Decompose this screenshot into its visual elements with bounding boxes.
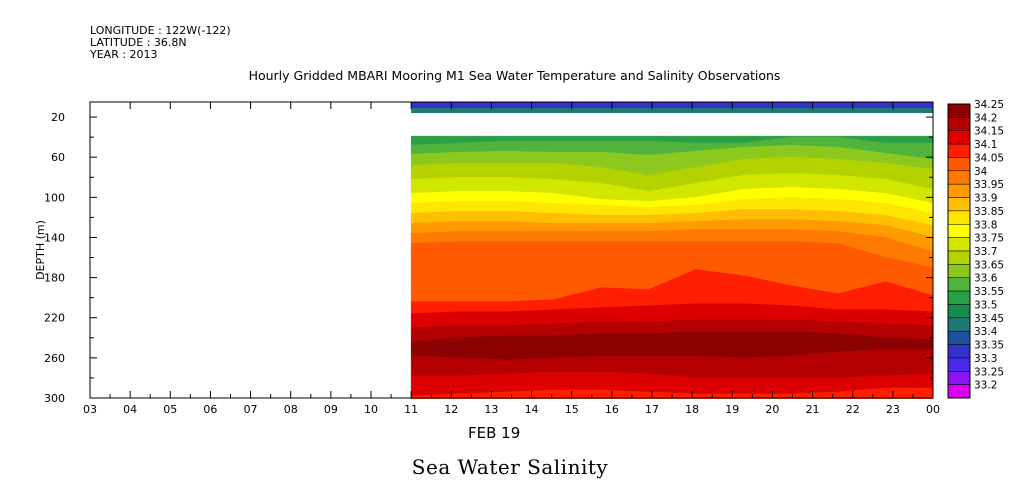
x-tick-label: 11 <box>404 403 418 416</box>
colorbar-label: 33.4 <box>974 326 998 338</box>
colorbar-frame <box>947 103 971 399</box>
x-tick-label: 04 <box>123 403 137 416</box>
colorbar-swatch <box>947 157 971 172</box>
x-tick-label: 03 <box>83 403 97 416</box>
surface-band-1 <box>411 108 934 114</box>
colorbar-label: 33.45 <box>974 313 1004 325</box>
y-axis-label: DEPTH (m) <box>34 220 47 280</box>
colorbar: 34.2534.234.1534.134.053433.9533.933.853… <box>947 99 1004 399</box>
colorbar-swatch <box>947 117 971 131</box>
colorbar-swatch <box>947 330 971 345</box>
colorbar-swatch <box>947 237 971 252</box>
y-tick-label: 60 <box>51 151 65 164</box>
colorbar-swatch <box>947 143 971 158</box>
x-tick-label: 18 <box>685 403 699 416</box>
colorbar-label: 33.95 <box>974 179 1004 191</box>
x-tick-label: 20 <box>765 403 779 416</box>
colorbar-swatch <box>947 357 971 372</box>
x-tick-label: 13 <box>484 403 498 416</box>
x-tick-label: 07 <box>244 403 258 416</box>
x-tick-label: 05 <box>163 403 177 416</box>
y-tick-label: 220 <box>44 312 65 325</box>
x-tick-label: 14 <box>525 403 539 416</box>
colorbar-label: 34.15 <box>974 126 1004 138</box>
y-tick-label: 300 <box>44 392 65 405</box>
colorbar-label: 34.2 <box>974 112 997 124</box>
colorbar-swatch <box>947 277 971 292</box>
colorbar-swatch <box>947 224 971 238</box>
colorbar-label: 33.9 <box>974 193 997 205</box>
y-tick-label: 20 <box>51 111 65 124</box>
chart-title: Hourly Gridded MBARI Mooring M1 Sea Wate… <box>248 68 781 83</box>
colorbar-swatch <box>947 170 971 185</box>
x-tick-label: 12 <box>444 403 458 416</box>
colorbar-label: 34.25 <box>974 99 1004 111</box>
heatmap-layers <box>410 102 934 399</box>
colorbar-label: 33.5 <box>974 299 997 311</box>
x-tick-label: 23 <box>886 403 900 416</box>
colorbar-label: 34 <box>974 166 988 178</box>
y-tick-label: 180 <box>44 272 65 285</box>
colorbar-swatch <box>947 290 971 305</box>
colorbar-swatch <box>947 130 971 145</box>
year-label: YEAR : 2013 <box>90 48 158 61</box>
y-tick-label: 140 <box>44 231 65 244</box>
colorbar-label: 33.7 <box>974 246 997 258</box>
x-tick-label: 00 <box>926 403 940 416</box>
y-tick-label: 260 <box>44 352 65 365</box>
colorbar-label: 34.1 <box>974 139 997 151</box>
colorbar-swatch <box>947 264 971 278</box>
surface-band-0 <box>411 102 934 109</box>
colorbar-swatch <box>947 197 971 212</box>
colorbar-label: 33.6 <box>974 273 998 285</box>
colorbar-label: 33.75 <box>974 233 1004 245</box>
x-tick-label: 15 <box>565 403 579 416</box>
colorbar-swatch <box>947 210 971 225</box>
colorbar-label: 33.55 <box>974 286 1004 298</box>
colorbar-label: 33.3 <box>974 353 997 365</box>
colorbar-swatch <box>947 317 971 332</box>
x-tick-label: 06 <box>203 403 217 416</box>
colorbar-swatch <box>947 250 971 265</box>
colorbar-label: 33.65 <box>974 259 1004 271</box>
colorbar-swatch <box>947 371 971 385</box>
x-tick-label: 22 <box>846 403 860 416</box>
colorbar-swatch <box>947 384 971 399</box>
colorbar-swatch <box>947 344 971 359</box>
colorbar-swatch <box>947 304 971 319</box>
x-tick-label: 10 <box>364 403 378 416</box>
x-tick-label: 16 <box>605 403 619 416</box>
y-tick-label: 100 <box>44 191 65 204</box>
x-tick-label: 19 <box>725 403 739 416</box>
colorbar-label: 33.2 <box>974 380 997 392</box>
salinity-layer-17 <box>410 387 934 399</box>
colorbar-label: 33.35 <box>974 340 1004 352</box>
x-tick-label: 21 <box>806 403 820 416</box>
colorbar-label: 34.05 <box>974 152 1004 164</box>
colorbar-label: 33.25 <box>974 366 1004 378</box>
latitude-label: LATITUDE : 36.8N <box>90 36 187 49</box>
x-tick-label: 17 <box>645 403 659 416</box>
x-tick-label: 09 <box>324 403 338 416</box>
x-axis-label: FEB 19 <box>468 424 520 442</box>
colorbar-label: 33.85 <box>974 206 1004 218</box>
longitude-label: LONGITUDE : 122W(-122) <box>90 24 231 37</box>
axes: 03 04 05 06 07 08 09 10 11 12 13 14 15 16 17 18 19 20 21 22… <box>34 101 940 442</box>
colorbar-swatch <box>947 183 971 198</box>
colorbar-label: 33.8 <box>974 219 997 231</box>
bottom-title: Sea Water Salinity <box>411 455 609 479</box>
x-tick-label: 08 <box>284 403 298 416</box>
colorbar-swatch <box>947 103 971 118</box>
